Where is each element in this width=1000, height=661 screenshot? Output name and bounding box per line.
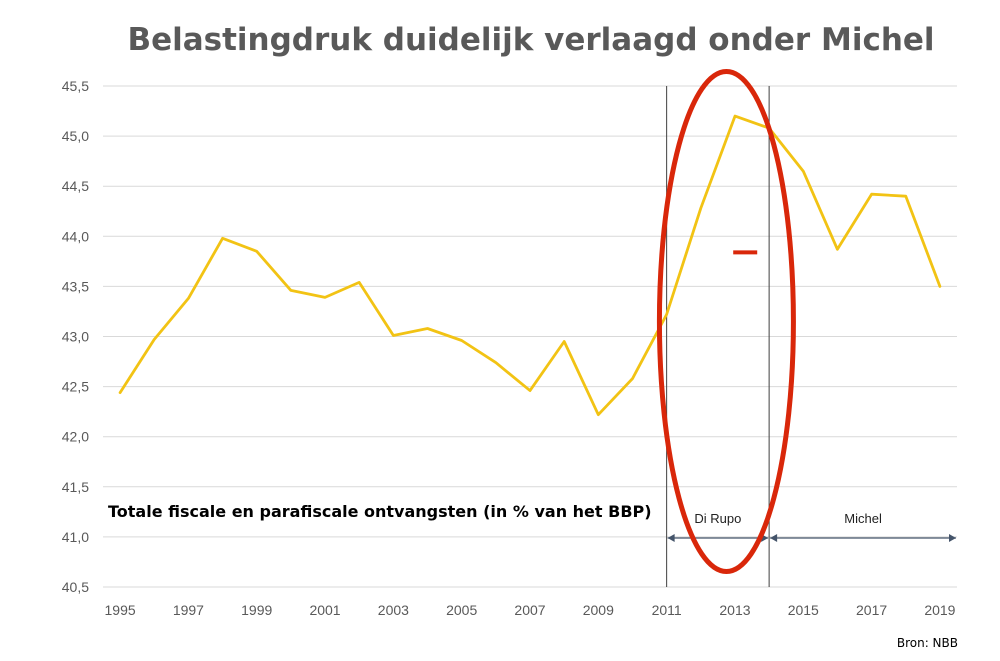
y-tick-label: 44,5: [62, 178, 89, 194]
highlight-layer: [656, 68, 796, 574]
grid-lines: [103, 85, 957, 588]
period-markers: Di Rupo Michel: [666, 86, 956, 587]
x-tick-label: 1997: [173, 602, 204, 618]
y-tick-label: 43,0: [62, 329, 89, 345]
y-tick-label: 45,0: [62, 128, 89, 144]
x-tick-label: 2015: [788, 602, 819, 618]
y-tick-label: 40,5: [62, 579, 89, 595]
series-line: [118, 114, 942, 417]
y-tick-label: 41,5: [62, 479, 89, 495]
y-tick-label: 45,5: [62, 78, 89, 94]
x-tick-label: 2001: [309, 602, 340, 618]
x-axis-tick-labels: 1995 1997 1999 2001 2003 2005 2007 2009 2011 2013…: [105, 602, 956, 618]
y-tick-label: 42,0: [62, 429, 89, 445]
source-label: Bron: NBB: [897, 636, 958, 650]
highlight-ellipse: [656, 68, 796, 574]
x-tick-label: 2011: [652, 602, 682, 618]
x-tick-label: 2019: [924, 602, 955, 618]
y-tick-label: 43,5: [62, 278, 89, 294]
period-label: Di Rupo: [694, 511, 741, 526]
x-tick-label: 1999: [241, 602, 272, 618]
x-tick-label: 2017: [856, 602, 887, 618]
x-tick-label: 2007: [514, 602, 545, 618]
chart-annotation: Totale fiscale en parafiscale ontvangste…: [108, 502, 652, 521]
period-arrowhead: [770, 534, 778, 542]
series-layer: [118, 114, 942, 417]
y-tick-label: 41,0: [62, 529, 89, 545]
y-axis-tick-labels: 40,5 41,0 41,5 42,0 42,5 43,0 43,5 44,0 44,5 45,0…: [62, 78, 89, 595]
period-label: Michel: [844, 511, 882, 526]
y-tick-label: 44,0: [62, 228, 89, 244]
x-tick-label: 2013: [719, 602, 750, 618]
period-arrowhead: [949, 534, 956, 542]
x-tick-label: 1995: [105, 602, 136, 618]
x-tick-label: 2003: [378, 602, 409, 618]
x-tick-label: 2009: [583, 602, 614, 618]
x-tick-label: 2005: [446, 602, 477, 618]
chart-title: Belastingdruk duidelijk verlaagd onder M…: [127, 22, 935, 58]
period-arrowhead: [667, 534, 675, 542]
y-tick-label: 42,5: [62, 379, 89, 395]
